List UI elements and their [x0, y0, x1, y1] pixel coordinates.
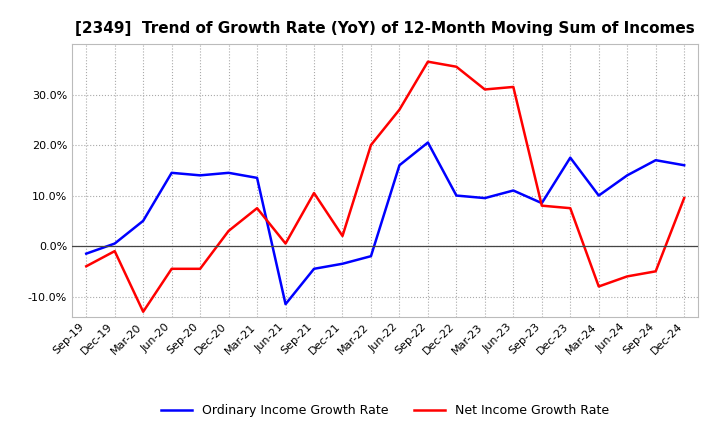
Line: Ordinary Income Growth Rate: Ordinary Income Growth Rate	[86, 143, 684, 304]
Ordinary Income Growth Rate	[537, 201, 546, 206]
Net Income Growth Rate	[82, 264, 91, 269]
Net Income Growth Rate	[595, 284, 603, 289]
Net Income Growth Rate	[395, 107, 404, 112]
Ordinary Income Growth Rate	[167, 170, 176, 176]
Legend: Ordinary Income Growth Rate, Net Income Growth Rate: Ordinary Income Growth Rate, Net Income …	[156, 400, 614, 422]
Net Income Growth Rate	[282, 241, 290, 246]
Ordinary Income Growth Rate	[196, 173, 204, 178]
Ordinary Income Growth Rate	[680, 163, 688, 168]
Net Income Growth Rate	[310, 191, 318, 196]
Ordinary Income Growth Rate	[652, 158, 660, 163]
Net Income Growth Rate	[366, 143, 375, 148]
Net Income Growth Rate	[680, 195, 688, 201]
Net Income Growth Rate	[253, 205, 261, 211]
Ordinary Income Growth Rate	[509, 188, 518, 193]
Net Income Growth Rate	[423, 59, 432, 64]
Ordinary Income Growth Rate	[110, 241, 119, 246]
Ordinary Income Growth Rate	[366, 253, 375, 259]
Net Income Growth Rate	[623, 274, 631, 279]
Ordinary Income Growth Rate	[310, 266, 318, 271]
Net Income Growth Rate	[196, 266, 204, 271]
Line: Net Income Growth Rate: Net Income Growth Rate	[86, 62, 684, 312]
Ordinary Income Growth Rate	[82, 251, 91, 256]
Net Income Growth Rate	[110, 249, 119, 254]
Ordinary Income Growth Rate	[623, 173, 631, 178]
Net Income Growth Rate	[566, 205, 575, 211]
Ordinary Income Growth Rate	[338, 261, 347, 266]
Net Income Growth Rate	[338, 233, 347, 238]
Ordinary Income Growth Rate	[452, 193, 461, 198]
Net Income Growth Rate	[452, 64, 461, 70]
Ordinary Income Growth Rate	[566, 155, 575, 160]
Net Income Growth Rate	[139, 309, 148, 315]
Ordinary Income Growth Rate	[139, 218, 148, 224]
Net Income Growth Rate	[480, 87, 489, 92]
Net Income Growth Rate	[167, 266, 176, 271]
Ordinary Income Growth Rate	[253, 175, 261, 180]
Net Income Growth Rate	[652, 269, 660, 274]
Ordinary Income Growth Rate	[225, 170, 233, 176]
Ordinary Income Growth Rate	[595, 193, 603, 198]
Net Income Growth Rate	[509, 84, 518, 90]
Net Income Growth Rate	[537, 203, 546, 208]
Ordinary Income Growth Rate	[395, 163, 404, 168]
Ordinary Income Growth Rate	[480, 195, 489, 201]
Title: [2349]  Trend of Growth Rate (YoY) of 12-Month Moving Sum of Incomes: [2349] Trend of Growth Rate (YoY) of 12-…	[76, 21, 695, 36]
Ordinary Income Growth Rate	[282, 301, 290, 307]
Net Income Growth Rate	[225, 228, 233, 234]
Ordinary Income Growth Rate	[423, 140, 432, 145]
